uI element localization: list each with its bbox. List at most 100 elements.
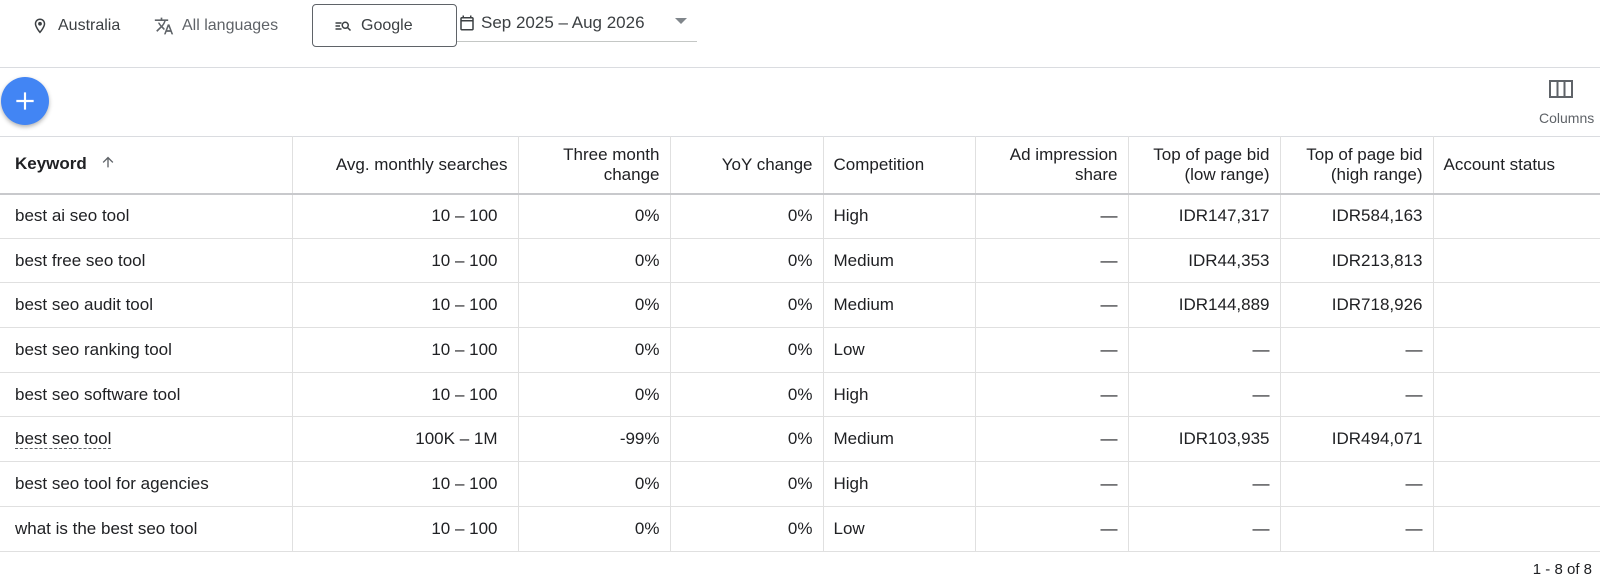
bid-high-cell: IDR494,071 [1280,416,1434,463]
plus-icon [16,92,34,110]
competition-cell: Medium [823,416,976,463]
avg-monthly-cell: 10 – 100 [292,461,519,507]
keyword-cell[interactable]: what is the best seo tool [0,506,293,552]
bid-low-cell: — [1128,461,1281,507]
keyword-header-label: Keyword [15,154,87,174]
yoy-cell: 0% [670,282,824,329]
yoy-cell: 0% [670,238,824,284]
bid-high-header-line1: Top of page bid [1306,144,1423,164]
three-month-cell: 0% [518,282,671,329]
avg-monthly-cell: 10 – 100 [292,193,519,239]
keyword-cell[interactable]: best ai seo tool [0,193,293,239]
language-filter-label: All languages [182,16,279,34]
competition-header[interactable]: Competition [823,136,976,195]
account-status-cell [1433,193,1600,239]
yoy-change-header[interactable]: YoY change [670,136,824,195]
table-row[interactable]: best seo tool 100K – 1M -99% 0% Medium —… [0,416,1600,463]
bid-high-header-line2: (high range) [1330,164,1423,184]
table-row[interactable]: best seo ranking tool 10 – 100 0% 0% Low… [0,327,1600,373]
yoy-cell: 0% [670,327,824,373]
avg-monthly-cell: 10 – 100 [292,372,519,418]
search-network-filter[interactable]: Google [312,4,457,47]
keyword-column-header[interactable]: Keyword [0,136,293,195]
three-month-change-header[interactable]: Three month change [518,136,671,195]
keyword-cell[interactable]: best seo tool [0,416,293,463]
bid-low-cell: — [1128,506,1281,552]
account-status-cell [1433,372,1600,418]
table-row[interactable]: best seo audit tool 10 – 100 0% 0% Mediu… [0,282,1600,329]
bid-high-cell: — [1280,327,1434,373]
three-month-cell: 0% [518,372,671,418]
account-status-cell [1433,461,1600,507]
keyword-cell[interactable]: best seo ranking tool [0,327,293,373]
keyword-cell[interactable]: best seo audit tool [0,282,293,329]
location-filter-label: Australia [58,16,121,34]
ad-share-cell: — [975,506,1129,552]
competition-cell: High [823,372,976,418]
bid-high-cell: — [1280,461,1434,507]
yoy-header-label: YoY change [721,154,813,174]
avg-monthly-cell: 100K – 1M [292,416,519,463]
ad-share-cell: — [975,416,1129,463]
calendar-icon [457,13,477,33]
table-row[interactable]: best free seo tool 10 – 100 0% 0% Medium… [0,238,1600,284]
bid-low-cell: IDR103,935 [1128,416,1281,463]
columns-label: Columns [1539,110,1595,126]
three-month-cell: 0% [518,238,671,284]
avg-monthly-cell: 10 – 100 [292,327,519,373]
date-range-label: Sep 2025 – Aug 2026 [481,12,645,32]
yoy-cell: 0% [670,193,824,239]
yoy-cell: 0% [670,372,824,418]
keyword-cell[interactable]: best seo software tool [0,372,293,418]
avg-monthly-searches-header[interactable]: Avg. monthly searches [292,136,519,195]
keyword-cell[interactable]: best seo tool for agencies [0,461,293,507]
bid-high-header[interactable]: Top of page bid (high range) [1280,136,1434,195]
competition-cell: High [823,461,976,507]
table-row[interactable]: best ai seo tool 10 – 100 0% 0% High — I… [0,193,1600,239]
sort-ascending-icon[interactable] [100,154,116,175]
bid-low-header[interactable]: Top of page bid (low range) [1128,136,1281,195]
ad-share-cell: — [975,238,1129,284]
bid-low-cell: IDR147,317 [1128,193,1281,239]
three-month-cell: 0% [518,327,671,373]
search-network-label: Google [361,16,413,34]
competition-header-label: Competition [833,154,925,174]
bid-low-cell: IDR144,889 [1128,282,1281,329]
keyword-cell[interactable]: best free seo tool [0,238,293,284]
language-filter[interactable]: All languages [154,4,278,47]
keyword-link[interactable]: best seo tool [15,429,112,450]
competition-cell: Low [823,327,976,373]
ad-impression-share-header[interactable]: Ad impression share [975,136,1129,195]
add-keyword-button[interactable] [1,77,49,125]
translate-icon [154,16,174,36]
table-row[interactable]: best seo software tool 10 – 100 0% 0% Hi… [0,372,1600,418]
competition-cell: Medium [823,238,976,284]
table-header-row: Keyword Avg. monthly searches Three mont… [0,136,1600,195]
ad-share-cell: — [975,461,1129,507]
avg-monthly-cell: 10 – 100 [292,238,519,284]
columns-button[interactable]: Columns [1539,78,1600,128]
bid-high-cell: — [1280,506,1434,552]
keyword-ideas-table: Keyword Avg. monthly searches Three mont… [0,136,1600,552]
account-status-header[interactable]: Account status [1433,136,1600,195]
ad-share-header-line1: Ad impression [1009,144,1118,164]
bid-high-cell: IDR584,163 [1280,193,1434,239]
account-status-cell [1433,327,1600,373]
ad-share-header-line2: share [1074,164,1118,184]
date-range-picker[interactable]: Sep 2025 – Aug 2026 [457,4,697,42]
bid-low-cell: — [1128,327,1281,373]
pagination-range: 1 - 8 of 8 [1532,561,1592,578]
bid-low-cell: IDR44,353 [1128,238,1281,284]
bid-low-header-line1: Top of page bid [1153,144,1270,164]
table-row[interactable]: what is the best seo tool 10 – 100 0% 0%… [0,506,1600,552]
account-status-cell [1433,506,1600,552]
table-row[interactable]: best seo tool for agencies 10 – 100 0% 0… [0,461,1600,507]
chevron-down-icon [675,18,687,24]
location-filter[interactable]: Australia [30,4,120,47]
three-month-cell: 0% [518,461,671,507]
three-month-header-line2: change [603,164,660,184]
location-pin-icon [30,16,50,36]
bid-low-cell: — [1128,372,1281,418]
yoy-cell: 0% [670,461,824,507]
bid-high-cell: IDR718,926 [1280,282,1434,329]
